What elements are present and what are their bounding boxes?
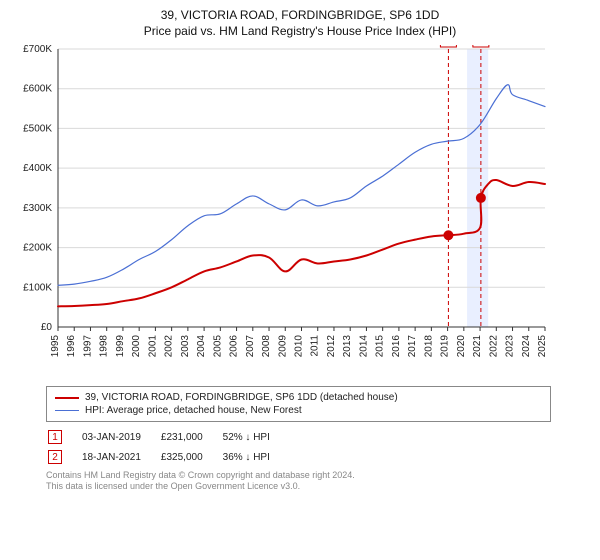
svg-text:2010: 2010 (294, 335, 305, 358)
svg-text:1997: 1997 (82, 335, 93, 358)
legend-item: 39, VICTORIA ROAD, FORDINGBRIDGE, SP6 1D… (55, 391, 542, 404)
svg-text:1: 1 (446, 45, 452, 46)
marker-pct-vs-hpi: 36% ↓ HPI (223, 448, 288, 466)
svg-text:2008: 2008 (261, 335, 272, 358)
svg-text:2011: 2011 (310, 335, 321, 357)
chart-title-line1: 39, VICTORIA ROAD, FORDINGBRIDGE, SP6 1D… (10, 8, 590, 24)
svg-text:2013: 2013 (342, 335, 353, 358)
svg-text:£200K: £200K (23, 243, 52, 254)
svg-text:£600K: £600K (23, 84, 52, 95)
svg-text:2025: 2025 (537, 335, 548, 358)
svg-text:2007: 2007 (245, 335, 256, 358)
marker-row: 103-JAN-2019£231,00052% ↓ HPI (48, 428, 288, 446)
svg-text:2015: 2015 (375, 335, 386, 358)
svg-text:£400K: £400K (23, 163, 52, 174)
legend-label: HPI: Average price, detached house, New … (85, 405, 302, 416)
svg-text:1996: 1996 (66, 335, 77, 358)
svg-text:£500K: £500K (23, 124, 52, 135)
svg-text:2018: 2018 (423, 335, 434, 358)
svg-text:2006: 2006 (229, 335, 240, 358)
svg-text:£300K: £300K (23, 203, 52, 214)
legend-box: 39, VICTORIA ROAD, FORDINGBRIDGE, SP6 1D… (46, 386, 551, 422)
marker-details-table: 103-JAN-2019£231,00052% ↓ HPI 218-JAN-202… (46, 426, 290, 468)
svg-text:2016: 2016 (391, 335, 402, 358)
footer-attribution: Contains HM Land Registry data © Crown c… (46, 470, 590, 493)
legend-item: HPI: Average price, detached house, New … (55, 404, 542, 417)
svg-text:2009: 2009 (277, 335, 288, 358)
svg-text:2003: 2003 (180, 335, 191, 358)
svg-text:2021: 2021 (472, 335, 483, 358)
svg-text:2001: 2001 (147, 335, 158, 358)
svg-text:1995: 1995 (50, 335, 61, 358)
svg-text:£100K: £100K (23, 282, 52, 293)
chart-area: £0 £100K £200K £300K £400K £500K £600K £700K 199… (10, 45, 590, 380)
chart-title-line2: Price paid vs. HM Land Registry's House … (10, 24, 590, 40)
svg-text:1998: 1998 (99, 335, 110, 358)
svg-text:2024: 2024 (521, 335, 532, 358)
svg-text:2023: 2023 (505, 335, 516, 358)
price-chart-svg: £0 £100K £200K £300K £400K £500K £600K £700K 199… (10, 45, 555, 375)
marker-price: £231,000 (161, 428, 221, 446)
svg-text:£700K: £700K (23, 45, 52, 55)
marker-number-box: 2 (48, 448, 80, 466)
svg-text:2005: 2005 (212, 335, 223, 358)
svg-text:2020: 2020 (456, 335, 467, 358)
chart-container: 39, VICTORIA ROAD, FORDINGBRIDGE, SP6 1D… (0, 0, 600, 560)
svg-text:2002: 2002 (164, 335, 175, 358)
marker-pct-vs-hpi: 52% ↓ HPI (223, 428, 288, 446)
svg-text:2019: 2019 (440, 335, 451, 358)
legend-label: 39, VICTORIA ROAD, FORDINGBRIDGE, SP6 1D… (85, 392, 398, 403)
legend-swatch (55, 397, 79, 399)
svg-text:2022: 2022 (488, 335, 499, 358)
marker-date: 18-JAN-2021 (82, 448, 159, 466)
marker-price: £325,000 (161, 448, 221, 466)
svg-text:2000: 2000 (131, 335, 142, 358)
svg-text:2014: 2014 (358, 335, 369, 358)
legend-swatch (55, 410, 79, 411)
svg-text:2017: 2017 (407, 335, 418, 358)
svg-text:2012: 2012 (326, 335, 337, 358)
marker-row: 218-JAN-2021£325,00036% ↓ HPI (48, 448, 288, 466)
svg-text:2004: 2004 (196, 335, 207, 358)
marker-number-box: 1 (48, 428, 80, 446)
marker-date: 03-JAN-2019 (82, 428, 159, 446)
footer-line2: This data is licensed under the Open Gov… (46, 481, 590, 492)
footer-line1: Contains HM Land Registry data © Crown c… (46, 470, 590, 481)
svg-text:2: 2 (478, 45, 484, 46)
svg-text:1999: 1999 (115, 335, 126, 358)
svg-text:£0: £0 (41, 322, 53, 333)
